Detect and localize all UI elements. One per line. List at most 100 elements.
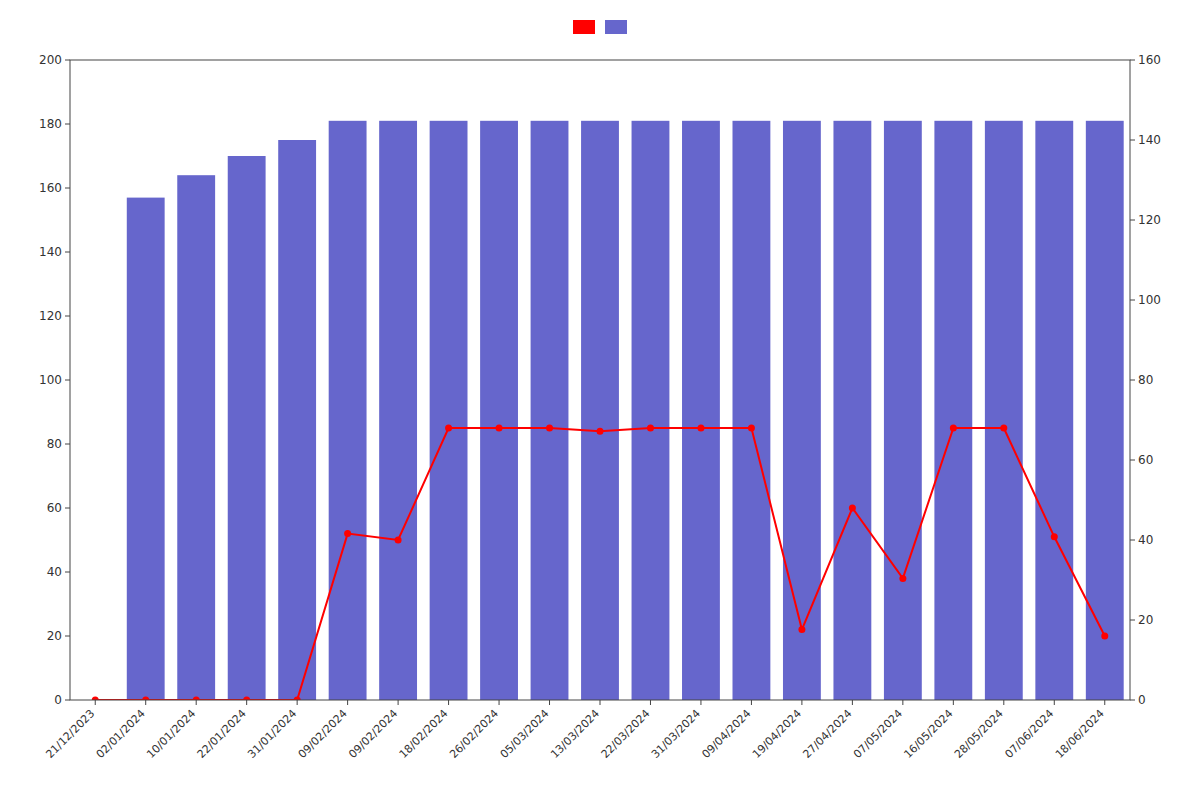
- x-tick-label: 07/06/2024: [1002, 707, 1056, 761]
- x-tick: [953, 700, 954, 705]
- y2-tick: [1130, 540, 1135, 541]
- y2-tick: [1130, 700, 1135, 701]
- x-tick: [852, 700, 853, 705]
- y-tick-label: 200: [39, 53, 62, 67]
- bar: [278, 140, 316, 700]
- bar: [531, 121, 569, 700]
- y2-tick-label: 100: [1138, 293, 1161, 307]
- line-marker: [243, 697, 250, 701]
- line-marker: [193, 697, 200, 701]
- bar: [934, 121, 972, 700]
- x-tick-label: 09/02/2024: [346, 707, 400, 761]
- x-tick: [1003, 700, 1004, 705]
- legend: [573, 20, 627, 34]
- x-tick: [751, 700, 752, 705]
- line-marker: [1101, 633, 1108, 640]
- y2-tick: [1130, 380, 1135, 381]
- bar: [733, 121, 771, 700]
- line-marker: [294, 697, 301, 701]
- x-tick-label: 18/06/2024: [1053, 707, 1107, 761]
- x-tick-label: 09/04/2024: [700, 707, 754, 761]
- x-tick-label: 18/02/2024: [397, 707, 451, 761]
- x-tick: [1054, 700, 1055, 705]
- y2-tick: [1130, 220, 1135, 221]
- y2-tick-label: 120: [1138, 213, 1161, 227]
- x-tick: [347, 700, 348, 705]
- marks: [92, 121, 1124, 700]
- x-tick-label: 19/04/2024: [750, 707, 804, 761]
- x-tick-label: 21/12/2023: [43, 707, 97, 761]
- line-marker: [950, 425, 957, 432]
- line-marker: [597, 428, 604, 435]
- x-tick: [297, 700, 298, 705]
- y2-tick: [1130, 60, 1135, 61]
- x-tick-label: 16/05/2024: [901, 707, 955, 761]
- line-marker: [748, 425, 755, 432]
- line: [95, 428, 1105, 700]
- y-tick: [65, 444, 70, 445]
- x-tick-label: 13/03/2024: [548, 707, 602, 761]
- line-marker: [1051, 533, 1058, 540]
- bar: [581, 121, 619, 700]
- line-marker: [899, 575, 906, 582]
- line-marker: [445, 425, 452, 432]
- bar: [228, 156, 266, 700]
- y-tick: [65, 700, 70, 701]
- x-tick-label: 31/01/2024: [245, 707, 299, 761]
- y-tick-label: 120: [39, 309, 62, 323]
- line-marker: [849, 505, 856, 512]
- x-tick: [398, 700, 399, 705]
- y2-tick: [1130, 300, 1135, 301]
- line-marker: [395, 537, 402, 544]
- chart: 0204060801001201401601802000204060801001…: [0, 0, 1200, 800]
- bar: [430, 121, 468, 700]
- y2-tick: [1130, 140, 1135, 141]
- x-tick: [650, 700, 651, 705]
- line-marker: [496, 425, 503, 432]
- y-tick: [65, 572, 70, 573]
- bar: [127, 198, 165, 700]
- y-tick-label: 160: [39, 181, 62, 195]
- y2-tick-label: 20: [1138, 613, 1153, 627]
- x-tick: [95, 700, 96, 705]
- y-tick-label: 140: [39, 245, 62, 259]
- y-tick-label: 40: [47, 565, 62, 579]
- x-tick-label: 31/03/2024: [649, 707, 703, 761]
- x-tick: [1104, 700, 1105, 705]
- x-tick: [902, 700, 903, 705]
- bar: [884, 121, 922, 700]
- x-tick-label: 10/01/2024: [144, 707, 198, 761]
- y-tick: [65, 380, 70, 381]
- y-tick: [65, 316, 70, 317]
- line-marker: [546, 425, 553, 432]
- y2-tick-label: 140: [1138, 133, 1161, 147]
- x-tick: [448, 700, 449, 705]
- x-tick: [600, 700, 601, 705]
- y-tick: [65, 508, 70, 509]
- bar: [632, 121, 670, 700]
- line-marker: [1000, 425, 1007, 432]
- y-tick-label: 20: [47, 629, 62, 643]
- x-tick-label: 05/03/2024: [498, 707, 552, 761]
- bar: [1035, 121, 1073, 700]
- y-tick-label: 100: [39, 373, 62, 387]
- bar: [177, 175, 215, 700]
- x-tick: [196, 700, 197, 705]
- x-tick: [801, 700, 802, 705]
- y-tick-label: 60: [47, 501, 62, 515]
- y2-tick-label: 80: [1138, 373, 1153, 387]
- y-tick: [65, 188, 70, 189]
- bar: [329, 121, 367, 700]
- bar: [985, 121, 1023, 700]
- y-tick-label: 80: [47, 437, 62, 451]
- x-tick-label: 26/02/2024: [447, 707, 501, 761]
- bar: [682, 121, 720, 700]
- bar: [833, 121, 871, 700]
- x-tick: [246, 700, 247, 705]
- y2-tick-label: 40: [1138, 533, 1153, 547]
- bar: [1086, 121, 1124, 700]
- y2-tick-label: 160: [1138, 53, 1161, 67]
- line-marker: [142, 697, 149, 701]
- x-tick-label: 07/05/2024: [851, 707, 905, 761]
- x-tick: [145, 700, 146, 705]
